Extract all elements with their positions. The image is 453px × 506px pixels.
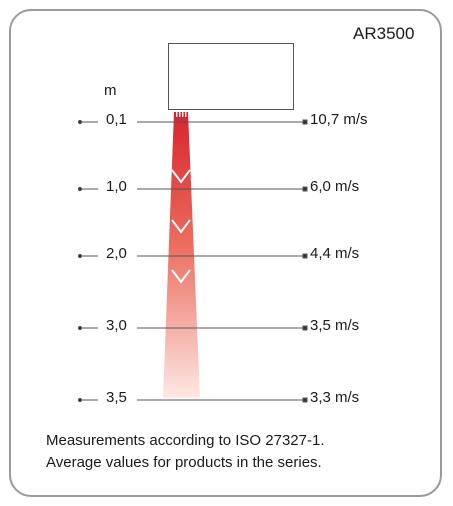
distance-label: 1,0 [106, 178, 127, 195]
flow-chevron [171, 269, 191, 284]
distance-unit-label: m [104, 82, 117, 99]
flow-chevron [171, 169, 191, 184]
velocity-label: 4,4 m/s [310, 245, 360, 262]
velocity-label: 3,3 m/s [310, 389, 360, 406]
air-jet [163, 112, 200, 398]
distance-label: 3,0 [106, 317, 127, 334]
air-curtain-nozzle [168, 104, 294, 110]
frame [9, 9, 442, 497]
flow-chevron [171, 219, 191, 234]
right-marker [302, 186, 308, 192]
distance-label: 2,0 [106, 245, 127, 262]
right-marker [302, 253, 308, 259]
nozzle-dots [176, 112, 187, 117]
right-marker [302, 325, 308, 331]
left-marker-dot [77, 325, 83, 331]
velocity-label: 3,5 m/s [310, 317, 360, 334]
right-marker [302, 119, 308, 125]
note-line-1: Measurements according to ISO 27327-1. [46, 432, 325, 449]
flow-chevrons [171, 169, 191, 284]
left-marker-dot [77, 119, 83, 125]
note: Measurements according to ISO 27327-1. A… [46, 430, 324, 474]
model-label: AR3500 [353, 24, 415, 43]
left-marker-dot [77, 397, 83, 403]
velocity-label: 10,7 m/s [310, 111, 368, 128]
distance-label: 0,1 [106, 111, 127, 128]
right-marker [302, 397, 308, 403]
distance-label: 3,5 [106, 389, 127, 406]
left-marker-dot [77, 186, 83, 192]
note-line-2: Average values for products in the serie… [46, 454, 322, 471]
velocity-label: 6,0 m/s [310, 178, 360, 195]
left-marker-dot [77, 253, 83, 259]
